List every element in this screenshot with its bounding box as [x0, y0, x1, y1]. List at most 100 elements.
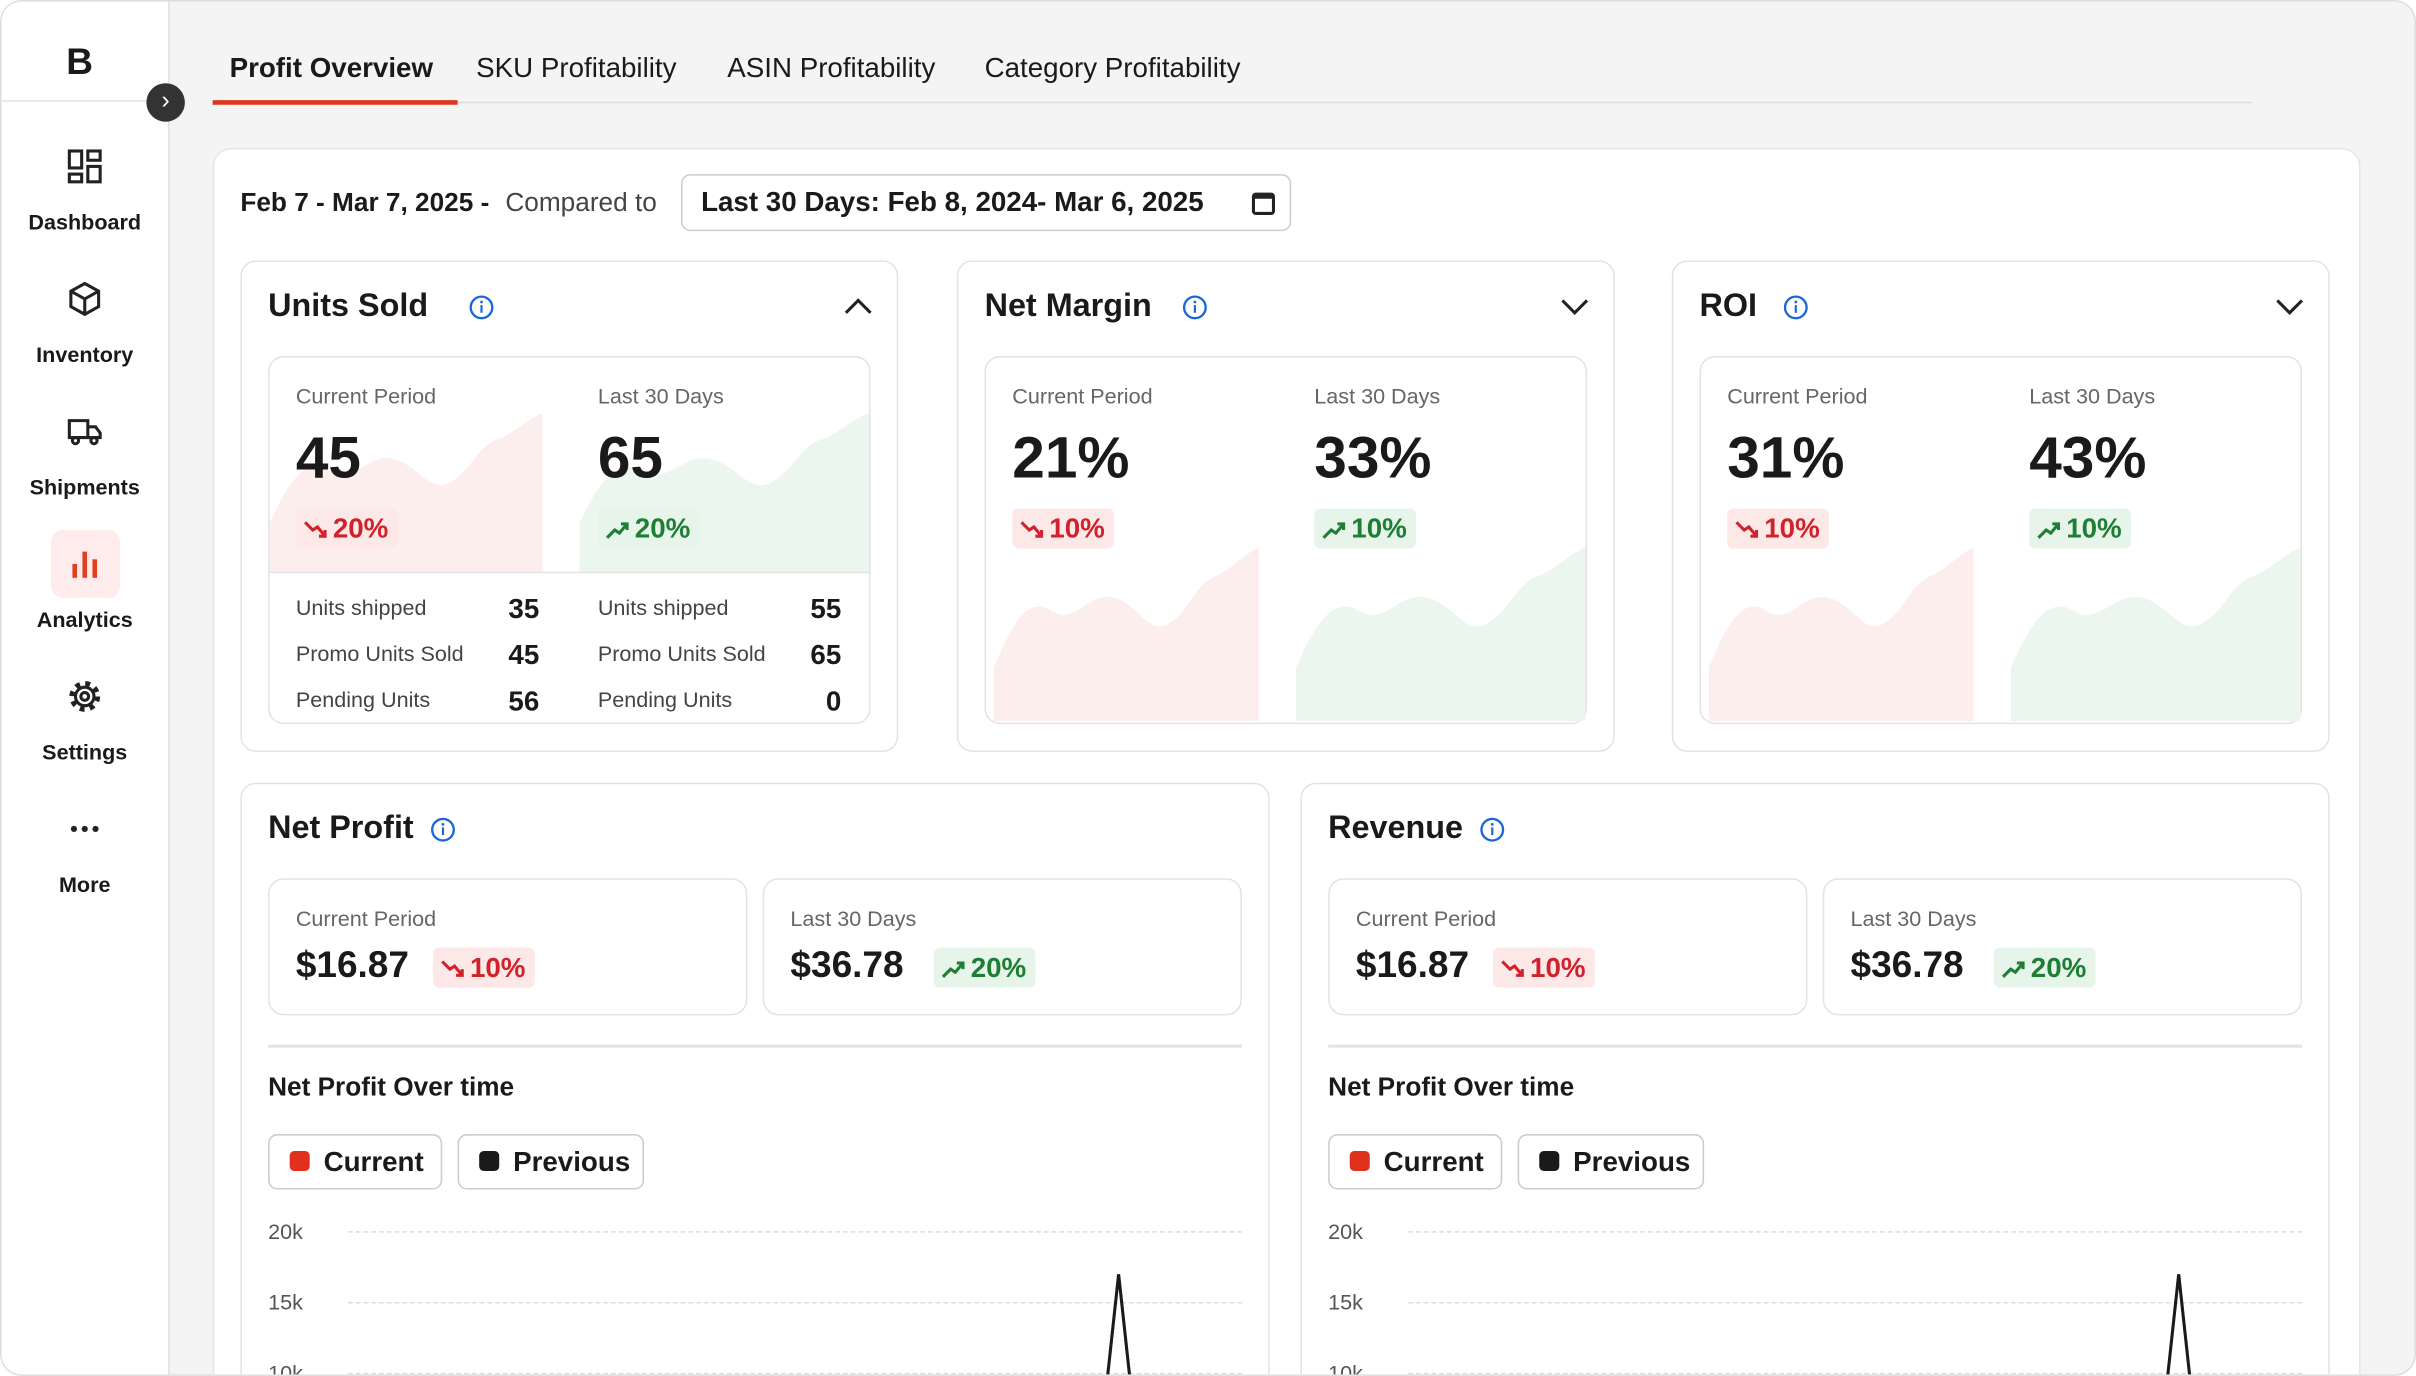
- stat-box: [762, 878, 1242, 1016]
- logo: B: [66, 41, 93, 84]
- legend-label[interactable]: Current: [323, 1146, 424, 1178]
- change-badge-down: 10%: [1012, 508, 1115, 549]
- toggle-chevron[interactable]: [1559, 294, 1590, 326]
- sparkline: [2010, 544, 2301, 729]
- detail-label: Units shipped: [597, 594, 729, 620]
- period-label: Last 30 Days: [597, 383, 724, 409]
- stat-value: $16.87: [295, 944, 409, 987]
- tab[interactable]: ASIN Profitability: [727, 52, 936, 84]
- previous-line: [2163, 1265, 2194, 1375]
- legend-label[interactable]: Previous: [1573, 1146, 1691, 1178]
- divider: [268, 1044, 1242, 1048]
- y-tick-label: 10k: [1328, 1360, 1363, 1376]
- info-icon[interactable]: [468, 294, 494, 328]
- trend-arrow: [441, 958, 466, 986]
- panel: [212, 147, 2361, 1375]
- metric-card: [1300, 782, 2330, 1375]
- info-icon[interactable]: [1479, 817, 1505, 851]
- kpi-card: [956, 260, 1615, 752]
- sparkline: [1295, 544, 1586, 729]
- kpi-value: 31%: [1727, 426, 1845, 492]
- change-badge-down: 10%: [432, 947, 535, 988]
- legend-button[interactable]: [1517, 1134, 1705, 1190]
- grid-line: [348, 1372, 1242, 1375]
- kpi-value: 21%: [1012, 426, 1130, 492]
- y-tick-label: 10k: [268, 1360, 303, 1376]
- card-title: Revenue: [1328, 810, 1464, 846]
- toggle-chevron[interactable]: [843, 294, 874, 326]
- grid-line: [1408, 1231, 2302, 1233]
- grid-line: [1408, 1372, 2302, 1375]
- card-title: Net Margin: [984, 288, 1152, 324]
- change-badge-up: 10%: [2029, 508, 2131, 549]
- trend-arrow: [2001, 958, 2026, 986]
- trend-arrow: [1735, 519, 1760, 547]
- period-label: Last 30 Days: [790, 905, 917, 931]
- toggle-chevron[interactable]: [2274, 294, 2305, 326]
- stat-value: $36.78: [790, 944, 904, 987]
- chart-title: Net Profit Over time: [1328, 1072, 1575, 1102]
- grid-line: [348, 1231, 1242, 1233]
- stat-value: $36.78: [1850, 944, 1964, 987]
- kpi-card: [1671, 260, 2330, 752]
- period-label: Current Period: [1727, 383, 1868, 409]
- legend-label[interactable]: Current: [1383, 1146, 1484, 1178]
- tab[interactable]: SKU Profitability: [476, 52, 677, 84]
- calendar-icon: [1251, 190, 1276, 224]
- nav-label[interactable]: More: [58, 872, 111, 897]
- nav-label[interactable]: Dashboard: [28, 209, 142, 235]
- detail-value: 56: [508, 685, 540, 717]
- chart-title: Net Profit Over time: [268, 1072, 515, 1102]
- info-icon[interactable]: [1182, 294, 1208, 328]
- nav-icon[interactable]: [66, 810, 103, 847]
- period-label: Current Period: [295, 905, 437, 931]
- change-badge-down: 10%: [1493, 947, 1595, 988]
- period-label: Last 30 Days: [2029, 383, 2156, 409]
- trend-arrow: [1020, 519, 1045, 547]
- period-label: Current Period: [1012, 383, 1153, 409]
- y-tick-label: 15k: [268, 1289, 303, 1315]
- date-picker[interactable]: [681, 174, 1292, 232]
- grid-line: [348, 1301, 1242, 1304]
- legend-button[interactable]: [1328, 1134, 1503, 1190]
- legend-button[interactable]: [457, 1134, 645, 1190]
- date-picker-value[interactable]: Last 30 Days: Feb 8, 2024- Mar 6, 2025: [701, 186, 1204, 218]
- info-icon[interactable]: [1783, 294, 1809, 328]
- trend-arrow: [941, 958, 966, 986]
- legend-button[interactable]: [268, 1134, 443, 1190]
- period-label: Current Period: [1355, 905, 1497, 931]
- tab[interactable]: Category Profitability: [984, 52, 1241, 84]
- detail-label: Promo Units Sold: [597, 640, 766, 666]
- kpi-value: 43%: [2029, 426, 2147, 492]
- kpi-value: 45: [295, 426, 361, 492]
- nav-icon[interactable]: [66, 413, 103, 450]
- legend-label[interactable]: Previous: [513, 1146, 631, 1178]
- kpi-value: 65: [597, 426, 663, 492]
- trend-arrow: [303, 519, 329, 547]
- period-label: Last 30 Days: [1314, 383, 1441, 409]
- nav-label[interactable]: Inventory: [36, 342, 134, 367]
- nav-icon[interactable]: [66, 148, 103, 185]
- nav-label[interactable]: Shipments: [29, 474, 140, 500]
- nav-icon[interactable]: [66, 678, 103, 715]
- trend-arrow: [1322, 519, 1347, 547]
- info-icon[interactable]: [430, 817, 456, 851]
- nav-label[interactable]: Settings: [42, 739, 128, 765]
- nav-icon[interactable]: [66, 280, 103, 317]
- inner-box: [984, 355, 1588, 725]
- kpi-value: 33%: [1314, 426, 1432, 492]
- tab-underline: [212, 101, 2253, 104]
- period-label: Current Period: [295, 383, 437, 409]
- change-badge-up: 10%: [1314, 508, 1417, 549]
- nav-label[interactable]: Analytics: [36, 607, 133, 632]
- card-title: Net Profit: [268, 810, 414, 846]
- trend-arrow: [605, 519, 631, 547]
- stat-value: $16.87: [1355, 944, 1470, 987]
- detail-value: 65: [810, 639, 842, 671]
- nav-icon[interactable]: [66, 545, 103, 582]
- stat-box: [1822, 878, 2302, 1016]
- tab[interactable]: Profit Overview: [229, 52, 434, 84]
- collapse-button[interactable]: ›: [146, 83, 185, 122]
- legend-swatch: [1539, 1150, 1560, 1172]
